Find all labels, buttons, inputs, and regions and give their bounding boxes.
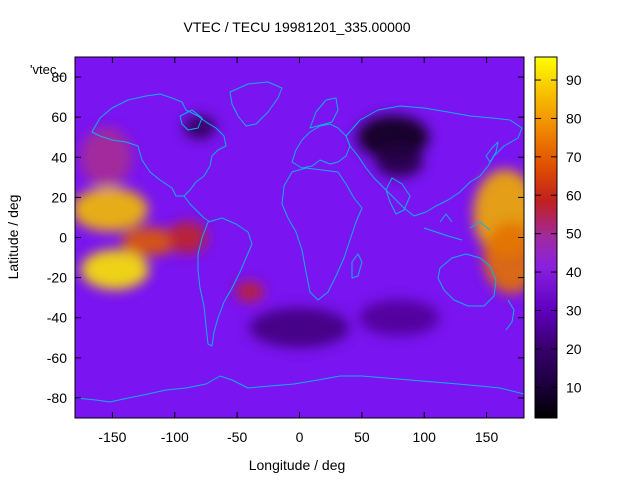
y-tick-label: -60 [47,350,67,366]
coastline-central-america [183,195,211,223]
heatmap [75,57,524,418]
colorbar-tick-label: 10 [566,379,582,395]
colorbar-tick-label: 70 [566,149,582,165]
coastline-japan [485,141,499,163]
colorbar-tick-label: 50 [566,226,582,242]
coastline-antarctica [75,375,524,403]
y-tick-label: 80 [51,69,67,85]
x-axis-label: Longitude / deg [249,457,346,473]
x-tick-label: 50 [354,429,370,445]
x-tick-label: 100 [413,429,437,445]
coastline-india [385,177,411,215]
heatmap-feature [483,221,524,294]
series-tag: 'vtec_ [30,62,64,77]
colorbar-tick-label: 90 [566,72,582,88]
heatmap-feature [359,299,440,336]
colorbar-tick-label: 40 [566,264,582,280]
coastline-australia [437,253,497,307]
y-axis-label: Latitude / deg [5,195,21,280]
heatmap-feature [121,227,178,256]
coastline-north-america [91,93,227,197]
colorbar-gradient [534,56,558,419]
y-tick-label: -80 [47,390,67,406]
y-tick-label: -20 [47,270,67,286]
y-tick-label: 60 [51,109,67,125]
coastline-overlay [75,81,524,403]
coastline-greenland [229,81,283,127]
y-tick-label: 40 [51,149,67,165]
coastline-hudson-bay [179,109,203,131]
y-tick-label: 0 [59,230,67,246]
heatmap-feature [75,187,148,232]
coastline-new-zealand [505,299,515,331]
x-tick-label: -50 [227,429,247,445]
x-tick-label: -100 [161,429,189,445]
coastline-africa [281,167,363,301]
heatmap-feature [80,249,149,290]
heatmap-feature [375,145,424,178]
coastline-scandinavia [309,97,339,129]
coastline-madagascar [351,253,363,279]
colorbar-tick-label: 20 [566,341,582,357]
heatmap-feature [183,115,216,140]
heatmap-feature [249,307,350,348]
y-axis: 80 60 40 20 0 -20 -40 -60 -80 [47,69,524,406]
heatmap-feature [80,127,133,188]
y-tick-label: 20 [51,189,67,205]
colorbar-tick-label: 80 [566,110,582,126]
x-tick-label: -150 [98,429,126,445]
heatmap-feature [235,281,264,302]
colorbar-tick-label: 30 [566,302,582,318]
colorbar-tick-label: 60 [566,187,582,203]
plot-title: VTEC / TECU 19981201_335.00000 [183,19,410,35]
heatmap-feature [167,221,208,254]
coastline-south-america [197,217,253,347]
coastline-asia [345,105,523,217]
x-tick-label: 0 [296,429,304,445]
coastline-indonesia [423,213,491,241]
x-tick-label: 150 [475,429,499,445]
colorbar: 90 80 70 60 50 40 30 20 10 [534,56,582,419]
y-tick-label: -40 [47,310,67,326]
x-axis: -150 -100 -50 0 50 100 150 [98,57,498,445]
